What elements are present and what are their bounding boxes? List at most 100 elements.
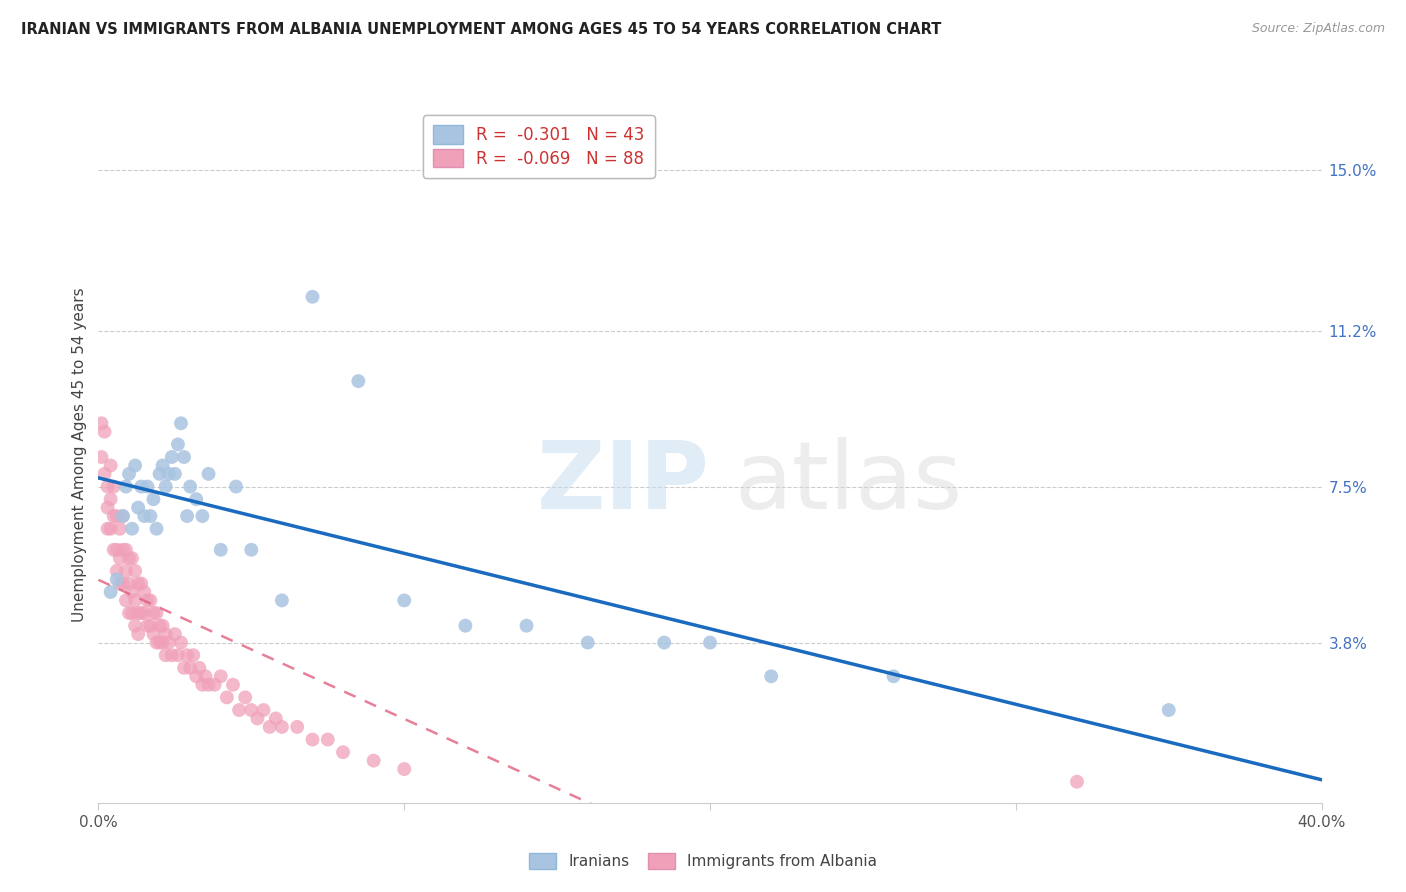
Point — [105, 572, 128, 586]
Point — [142, 627, 165, 641]
Point — [179, 661, 201, 675]
Point — [163, 467, 186, 481]
Point — [134, 585, 156, 599]
Point — [136, 618, 159, 632]
Point — [124, 593, 146, 607]
Point — [209, 542, 232, 557]
Point — [246, 711, 269, 725]
Point — [129, 606, 152, 620]
Point — [170, 635, 193, 649]
Point — [136, 593, 159, 607]
Point — [149, 618, 172, 632]
Point — [93, 425, 115, 439]
Point — [100, 492, 122, 507]
Point — [145, 522, 167, 536]
Text: ZIP: ZIP — [537, 437, 710, 529]
Point — [90, 450, 112, 464]
Point — [204, 678, 226, 692]
Point — [392, 762, 416, 776]
Point — [108, 522, 131, 536]
Point — [100, 522, 122, 536]
Point — [103, 542, 125, 557]
Point — [93, 467, 115, 481]
Point — [127, 606, 149, 620]
Point — [127, 576, 149, 591]
Point — [285, 720, 308, 734]
Legend: Iranians, Immigrants from Albania: Iranians, Immigrants from Albania — [523, 847, 883, 875]
Text: Source: ZipAtlas.com: Source: ZipAtlas.com — [1251, 22, 1385, 36]
Point — [124, 458, 146, 473]
Point — [576, 635, 599, 649]
Point — [191, 678, 214, 692]
Point — [90, 417, 112, 431]
Point — [103, 479, 125, 493]
Point — [127, 627, 149, 641]
Point — [152, 635, 174, 649]
Point — [97, 522, 120, 536]
Point — [197, 467, 219, 481]
Point — [121, 551, 143, 566]
Point — [173, 450, 195, 464]
Text: IRANIAN VS IMMIGRANTS FROM ALBANIA UNEMPLOYMENT AMONG AGES 45 TO 54 YEARS CORREL: IRANIAN VS IMMIGRANTS FROM ALBANIA UNEMP… — [21, 22, 942, 37]
Point — [97, 500, 120, 515]
Point — [186, 669, 208, 683]
Point — [228, 703, 250, 717]
Point — [115, 479, 138, 493]
Point — [1157, 703, 1180, 717]
Point — [139, 509, 162, 524]
Point — [240, 542, 263, 557]
Point — [155, 479, 177, 493]
Point — [111, 542, 134, 557]
Point — [233, 690, 256, 705]
Point — [103, 509, 125, 524]
Point — [105, 509, 128, 524]
Point — [301, 732, 323, 747]
Point — [332, 745, 354, 759]
Point — [121, 522, 143, 536]
Point — [699, 635, 721, 649]
Point — [121, 585, 143, 599]
Point — [115, 564, 138, 578]
Point — [105, 564, 128, 578]
Point — [111, 576, 134, 591]
Point — [301, 290, 323, 304]
Point — [142, 606, 165, 620]
Point — [115, 593, 138, 607]
Point — [186, 492, 208, 507]
Point — [759, 669, 782, 683]
Text: atlas: atlas — [734, 437, 963, 529]
Point — [179, 479, 201, 493]
Point — [127, 500, 149, 515]
Point — [145, 635, 167, 649]
Point — [97, 479, 120, 493]
Point — [259, 720, 281, 734]
Point — [240, 703, 263, 717]
Point — [105, 542, 128, 557]
Point — [157, 467, 180, 481]
Point — [108, 576, 131, 591]
Point — [191, 509, 214, 524]
Point — [163, 627, 186, 641]
Point — [139, 593, 162, 607]
Point — [118, 576, 141, 591]
Point — [454, 618, 477, 632]
Point — [222, 678, 245, 692]
Point — [883, 669, 905, 683]
Point — [124, 618, 146, 632]
Point — [194, 669, 217, 683]
Point — [270, 720, 292, 734]
Point — [176, 648, 198, 663]
Point — [149, 467, 172, 481]
Point — [134, 606, 156, 620]
Point — [157, 635, 180, 649]
Point — [392, 593, 416, 607]
Point — [118, 551, 141, 566]
Point — [252, 703, 274, 717]
Point — [160, 648, 183, 663]
Point — [134, 509, 156, 524]
Point — [1066, 774, 1088, 789]
Point — [173, 661, 195, 675]
Point — [155, 648, 177, 663]
Point — [115, 542, 138, 557]
Point — [347, 374, 370, 388]
